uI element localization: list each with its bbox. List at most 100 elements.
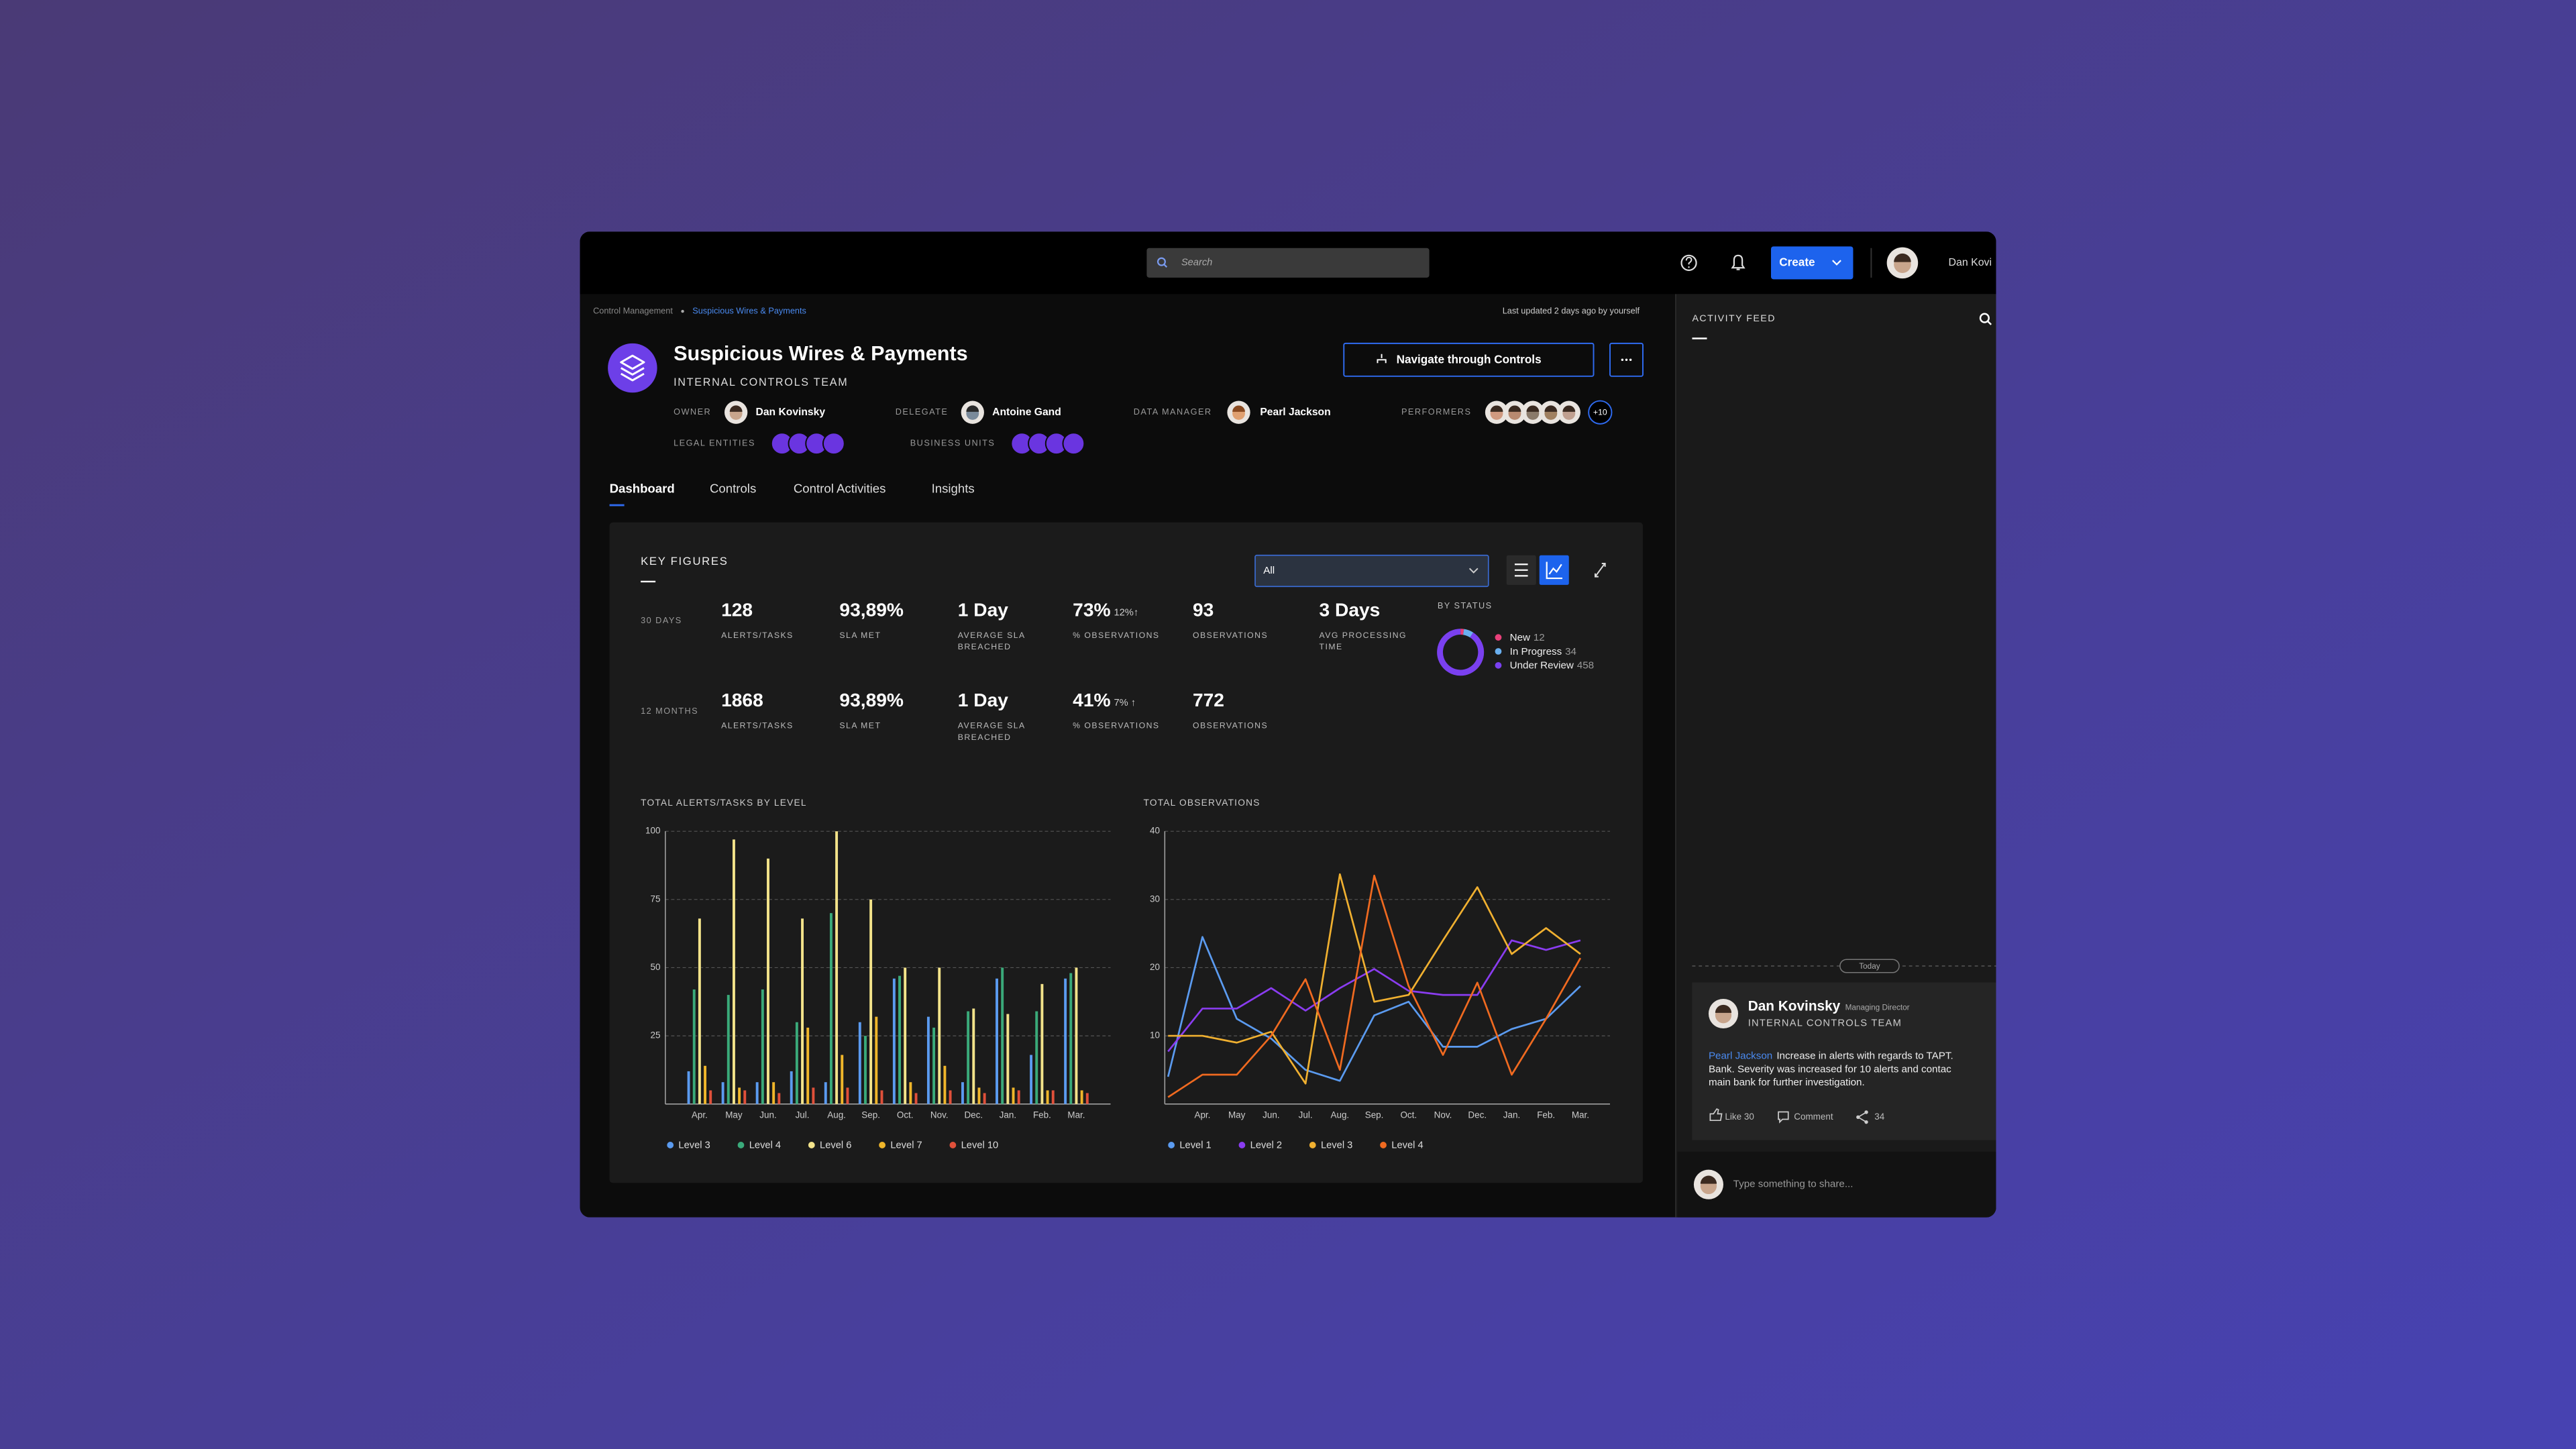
bar: [904, 967, 907, 1104]
legend-label: Under Review: [1510, 660, 1574, 672]
bar: [812, 1087, 815, 1104]
x-tick-label: Sep.: [861, 1110, 880, 1120]
legend-marker: [1495, 648, 1502, 655]
post-card: [1692, 982, 1996, 1140]
x-tick-label: Feb.: [1537, 1110, 1555, 1120]
legend-label[interactable]: Level 4: [1391, 1140, 1423, 1151]
bar: [932, 1027, 936, 1104]
tab[interactable]: Dashboard: [610, 482, 675, 496]
filter-dropdown[interactable]: [1254, 554, 1489, 588]
chevron-icon: [1832, 260, 1841, 266]
day-pill: [1839, 959, 1900, 973]
breadcrumb[interactable]: Control Management: [593, 305, 673, 315]
comment-icon[interactable]: [1778, 1111, 1789, 1124]
bar: [790, 1071, 793, 1104]
comment-input[interactable]: Type something to share...: [1733, 1179, 1854, 1190]
bar: [909, 1082, 912, 1104]
post-mention[interactable]: Pearl Jackson: [1709, 1051, 1772, 1062]
bar: [996, 978, 998, 1104]
chart-title: TOTAL OBSERVATIONS: [1143, 798, 1260, 808]
bar: [949, 1090, 952, 1104]
figure-label: TIME: [1320, 642, 1343, 651]
bar: [704, 1065, 707, 1104]
legend-label[interactable]: Level 7: [890, 1140, 922, 1151]
bar: [835, 831, 839, 1104]
figure-label: BREACHED: [958, 642, 1012, 651]
chevron-icon: [1468, 568, 1479, 574]
post-text: Bank. Severity was increased for 10 aler…: [1709, 1063, 1951, 1075]
figure-label: % OBSERVATIONS: [1073, 721, 1159, 731]
bar: [967, 1011, 970, 1104]
y-tick-label: 20: [1150, 962, 1160, 972]
bar: [972, 1008, 975, 1104]
navigate-button[interactable]: [1343, 342, 1595, 377]
avatar-hair: [1490, 405, 1503, 412]
bar: [961, 1082, 964, 1104]
help-icon: [1688, 266, 1690, 268]
legend-label[interactable]: Level 6: [820, 1140, 851, 1151]
figure-label: AVERAGE SLA: [958, 631, 1026, 640]
more-performers[interactable]: [1588, 400, 1613, 425]
y-tick-label: 75: [651, 894, 661, 904]
figure-value: 3 Days: [1320, 599, 1381, 620]
bar: [846, 1087, 849, 1104]
tab[interactable]: Insights: [932, 482, 975, 496]
bar: [824, 1082, 827, 1104]
feed-search-icon[interactable]: [1979, 313, 1990, 323]
y-tick-label: 40: [1150, 826, 1160, 836]
share-icon: [1864, 1120, 1868, 1124]
search-placeholder: Search: [1181, 258, 1213, 268]
bar: [738, 1087, 741, 1104]
legend-value: 458: [1577, 660, 1594, 672]
bar: [1040, 983, 1044, 1104]
tab[interactable]: Control Activities: [794, 482, 886, 496]
navigate-button-label: Navigate through Controls: [1397, 353, 1542, 366]
bar: [977, 1087, 981, 1104]
control-team: INTERNAL CONTROLS TEAM: [674, 376, 848, 388]
legend-marker: [1495, 661, 1502, 669]
bar: [1001, 967, 1004, 1104]
legend-value: 34: [1565, 646, 1576, 657]
bar: [880, 1090, 883, 1104]
bar: [841, 1055, 844, 1104]
bar: [829, 913, 833, 1104]
create-button[interactable]: [1771, 246, 1854, 280]
share-count[interactable]: 34: [1874, 1112, 1884, 1122]
legend-label[interactable]: Level 1: [1179, 1140, 1211, 1151]
filter-value: All: [1263, 565, 1275, 576]
figure-value: 73%: [1073, 599, 1110, 620]
search-box[interactable]: [1146, 248, 1430, 278]
expand-icon[interactable]: [1594, 563, 1606, 578]
like-icon[interactable]: [1709, 1108, 1723, 1122]
legend-label: New: [1510, 632, 1530, 643]
avatar-hair: [1232, 405, 1245, 412]
bell-icon[interactable]: [1731, 254, 1746, 270]
legend-label[interactable]: Level 3: [678, 1140, 710, 1151]
bar: [1051, 1090, 1055, 1104]
legend-label[interactable]: Level 10: [961, 1140, 999, 1151]
user-name: Dan Kovi: [1948, 257, 1992, 268]
share-icon: [1864, 1110, 1868, 1114]
bar: [806, 1027, 810, 1104]
legend-label[interactable]: Level 4: [749, 1140, 781, 1151]
x-tick-label: Jan.: [1503, 1110, 1520, 1120]
help-icon[interactable]: [1680, 254, 1697, 271]
figure-label: ALERTS/TASKS: [721, 721, 794, 731]
tab[interactable]: Controls: [710, 482, 756, 496]
x-tick-label: May: [725, 1110, 743, 1120]
figure-label: SLA MET: [839, 721, 881, 731]
legend-label[interactable]: Level 2: [1250, 1140, 1282, 1151]
bar: [772, 1082, 775, 1104]
bar: [727, 995, 730, 1104]
breadcrumb-current[interactable]: Suspicious Wires & Payments: [692, 305, 806, 315]
legend-label[interactable]: Level 3: [1321, 1140, 1352, 1151]
bar: [938, 967, 941, 1104]
day-label: Today: [1859, 962, 1880, 971]
avatar-hair: [1894, 253, 1911, 262]
like-action[interactable]: Like 30: [1725, 1112, 1754, 1122]
figure-value: 41%: [1073, 690, 1110, 710]
comment-action[interactable]: Comment: [1794, 1112, 1833, 1122]
legend-marker: [879, 1142, 885, 1148]
figure-value: 93: [1193, 599, 1214, 620]
